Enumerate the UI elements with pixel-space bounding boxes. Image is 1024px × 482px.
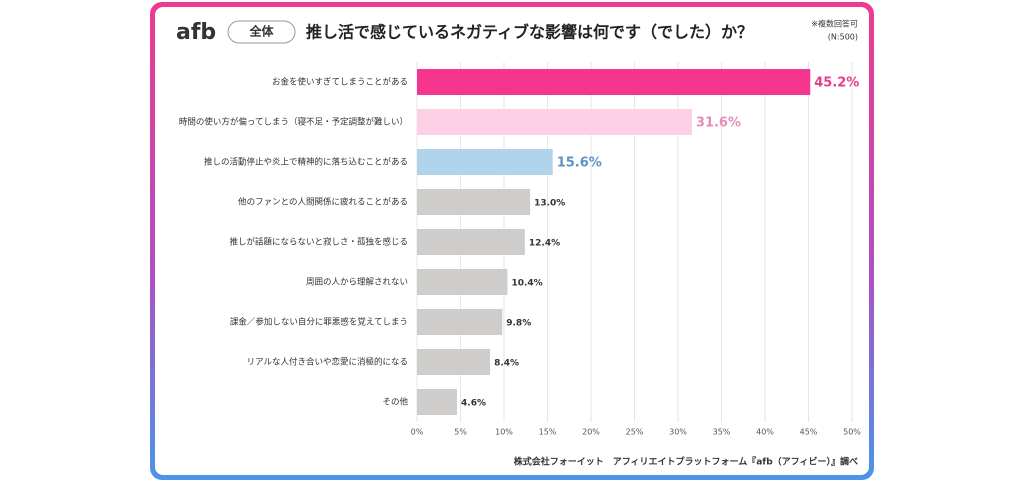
- category-label: 推しの活動停止や炎上で精神的に落ち込むことがある: [204, 157, 408, 168]
- bar: [417, 229, 525, 255]
- x-tick-label: 40%: [756, 428, 774, 437]
- source: 株式会社フォーイット アフィリエイトプラットフォーム『afb（アフィビー）』調べ: [514, 456, 858, 468]
- category-label: 課金／参加しない自分に罪悪感を覚えてしまう: [230, 317, 408, 328]
- badge-box: [227, 20, 296, 44]
- x-tick-label: 50%: [843, 428, 861, 437]
- note: ※複数回答可: [811, 19, 858, 29]
- value-label: 8.4%: [494, 359, 519, 369]
- bar: [417, 269, 508, 295]
- value-label: 31.6%: [696, 116, 741, 131]
- x-tick-label: 5%: [454, 428, 467, 437]
- category-label: 時間の使い方が偏ってしまう（寝不足・予定調整が難しい）: [179, 117, 408, 128]
- value-label: 9.8%: [506, 319, 531, 329]
- badge: 全体: [248, 24, 274, 39]
- category-label: お金を使いすぎてしまうことがある: [272, 77, 408, 88]
- x-tick-label: 10%: [495, 428, 513, 437]
- bar: [417, 309, 503, 335]
- sample-size: (N:500): [828, 33, 858, 42]
- x-tick-label: 20%: [582, 428, 600, 437]
- x-tick-label: 35%: [713, 428, 731, 437]
- value-label: 10.4%: [511, 279, 542, 289]
- value-label: 15.6%: [557, 156, 602, 171]
- x-tick-label: 15%: [539, 428, 557, 437]
- bar: [417, 189, 531, 215]
- bar: [417, 349, 491, 375]
- category-label: 周囲の人から理解されない: [306, 277, 408, 288]
- category-label: その他: [382, 397, 408, 408]
- x-tick-label: 25%: [626, 428, 644, 437]
- x-tick-label: 0%: [411, 428, 424, 437]
- x-tick-label: 45%: [800, 428, 818, 437]
- bar: [417, 389, 458, 415]
- value-label: 45.2%: [814, 76, 859, 91]
- bar: [417, 149, 553, 175]
- category-label: 推しが話題にならないと寂しさ・孤独を感じる: [229, 237, 408, 248]
- bar: [417, 69, 811, 95]
- category-label: リアルな人付き合いや恋愛に消極的になる: [247, 357, 408, 368]
- logo: afb: [176, 20, 216, 45]
- value-label: 4.6%: [461, 399, 486, 409]
- value-label: 12.4%: [529, 239, 560, 249]
- bar: [417, 109, 692, 135]
- category-label: 他のファンとの人間関係に疲れることがある: [238, 197, 408, 208]
- chart-title: 推し活で感じているネガティブな影響は何です（でした）か？: [306, 23, 753, 42]
- value-label: 13.0%: [534, 199, 565, 209]
- x-tick-label: 30%: [669, 428, 687, 437]
